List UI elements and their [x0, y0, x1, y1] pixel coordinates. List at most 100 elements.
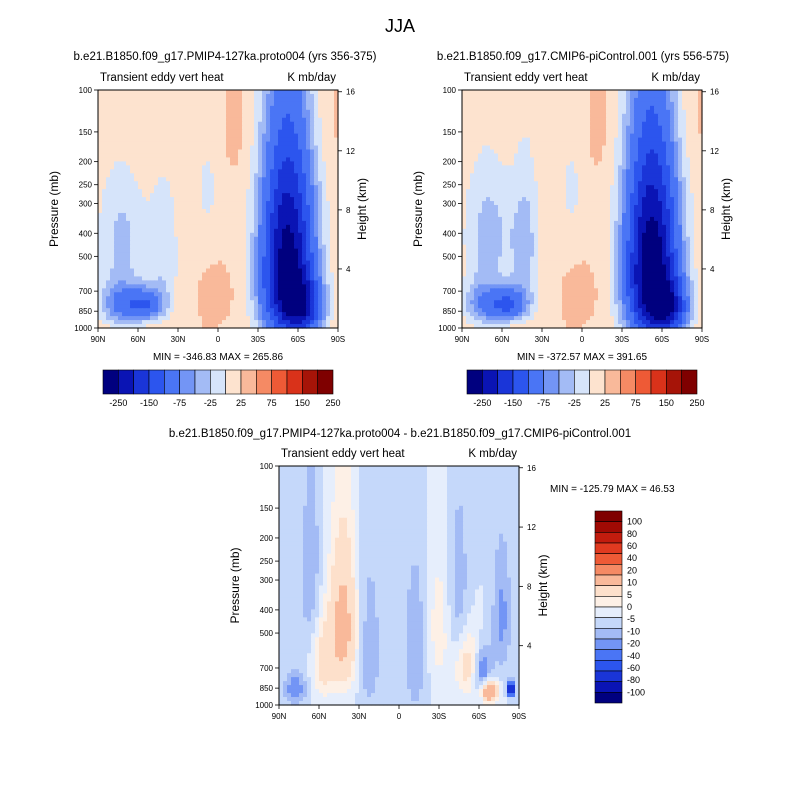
field-cell	[202, 320, 207, 325]
field-cell	[650, 153, 655, 159]
field-cell	[510, 109, 515, 115]
field-cell	[266, 288, 271, 293]
field-cell	[474, 133, 479, 139]
field-cell	[150, 220, 155, 226]
field-cell	[190, 280, 195, 285]
field-cell	[214, 272, 219, 278]
field-cell	[214, 288, 219, 293]
field-cell	[618, 145, 623, 151]
field-cell	[522, 105, 527, 111]
field-cell	[334, 304, 339, 309]
field-cell	[154, 125, 159, 131]
field-cell	[270, 149, 275, 155]
field-cell	[498, 173, 503, 178]
field-cell	[130, 312, 135, 317]
field-cell	[578, 145, 583, 151]
field-cell	[242, 201, 247, 206]
field-cell	[130, 220, 135, 226]
field-cell	[522, 165, 527, 170]
field-cell	[158, 276, 163, 281]
field-cell	[470, 90, 475, 95]
field-cell	[238, 244, 243, 250]
field-cell	[330, 312, 335, 317]
field-cell	[210, 284, 215, 289]
field-cell	[326, 280, 331, 285]
field-cell	[106, 292, 111, 297]
field-cell	[586, 169, 591, 174]
field-cell	[126, 90, 131, 95]
field-cell	[126, 181, 131, 186]
field-cell	[250, 296, 255, 301]
field-cell	[238, 224, 243, 230]
field-cell	[642, 133, 647, 139]
field-cell	[322, 240, 327, 246]
field-cell	[282, 153, 287, 159]
field-cell	[294, 153, 299, 159]
field-cell	[210, 197, 215, 202]
field-cell	[326, 244, 331, 250]
field-cell	[110, 121, 115, 127]
field-cell	[314, 300, 319, 305]
field-cell	[542, 161, 547, 166]
field-cell	[638, 90, 643, 95]
field-cell	[130, 272, 135, 278]
field-cell	[642, 101, 647, 107]
field-cell	[210, 149, 215, 155]
field-cell	[154, 244, 159, 250]
field-cell	[134, 165, 139, 170]
field-cell	[190, 296, 195, 301]
field-cell	[158, 181, 163, 186]
field-cell	[602, 165, 607, 170]
field-cell	[246, 260, 251, 266]
field-cell	[642, 173, 647, 178]
field-cell	[598, 129, 603, 135]
field-cell	[274, 101, 279, 107]
field-cell	[114, 205, 119, 210]
field-cell	[158, 236, 163, 242]
field-cell	[330, 236, 335, 242]
field-cell	[106, 312, 111, 317]
field-cell	[198, 161, 203, 166]
field-cell	[102, 181, 107, 186]
field-cell	[634, 173, 639, 178]
field-cell	[162, 212, 167, 218]
field-cell	[154, 90, 159, 95]
field-cell	[514, 121, 519, 127]
field-cell	[122, 260, 127, 266]
field-cell	[246, 193, 251, 198]
field-cell	[330, 224, 335, 230]
field-cell	[314, 101, 319, 107]
field-cell	[314, 173, 319, 178]
field-cell	[614, 93, 619, 99]
field-cell	[122, 324, 127, 329]
field-cell	[218, 248, 223, 254]
field-cell	[326, 165, 331, 170]
field-cell	[190, 284, 195, 289]
field-cell	[290, 320, 295, 325]
field-cell	[662, 101, 667, 107]
field-cell	[138, 93, 143, 99]
field-cell	[230, 189, 235, 194]
field-cell	[230, 224, 235, 230]
field-cell	[502, 93, 507, 99]
field-cell	[282, 109, 287, 115]
field-cell	[302, 244, 307, 250]
field-cell	[330, 117, 335, 123]
field-cell	[518, 133, 523, 139]
field-cell	[262, 292, 267, 297]
field-cell	[174, 252, 179, 258]
field-cell	[274, 125, 279, 131]
field-cell	[606, 149, 611, 155]
field-cell	[602, 90, 607, 95]
field-cell	[158, 165, 163, 170]
field-cell	[302, 248, 307, 254]
field-cell	[278, 97, 283, 103]
field-cell	[138, 137, 143, 143]
field-cell	[558, 137, 563, 143]
field-cell	[194, 228, 199, 234]
field-cell	[562, 117, 567, 123]
field-cell	[186, 316, 191, 321]
field-cell	[174, 185, 179, 190]
field-cell	[234, 101, 239, 107]
field-cell	[310, 308, 315, 313]
